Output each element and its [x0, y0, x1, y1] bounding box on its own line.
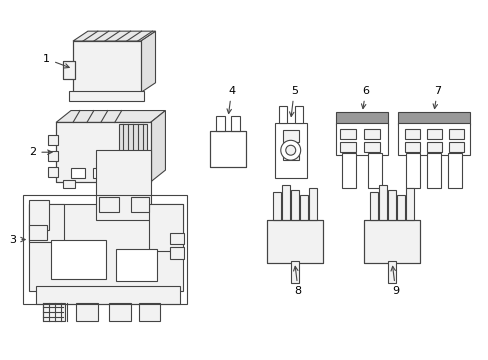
Bar [23, 195, 187, 304]
Polygon shape [141, 31, 155, 93]
Bar [99, 197, 119, 212]
Bar [364, 220, 419, 264]
Bar [76, 303, 98, 321]
Bar [336, 112, 387, 125]
Bar [216, 116, 224, 131]
Bar [51, 239, 105, 279]
Bar [170, 247, 184, 260]
Bar [93, 168, 106, 178]
Bar [69, 91, 143, 100]
Bar [364, 129, 380, 139]
Bar [290, 261, 298, 283]
Bar [340, 142, 356, 152]
Bar [397, 112, 469, 125]
Bar [369, 192, 377, 220]
Bar [379, 185, 386, 220]
Bar [48, 151, 58, 161]
Bar [116, 249, 157, 281]
Bar [448, 142, 463, 152]
Bar [426, 129, 441, 139]
Bar [73, 41, 141, 93]
Bar [426, 142, 441, 152]
Bar [130, 197, 148, 212]
Bar [364, 142, 380, 152]
Bar [290, 190, 298, 220]
Bar [170, 233, 184, 244]
Bar [210, 131, 245, 167]
Text: 1: 1 [43, 54, 69, 68]
Bar [63, 61, 75, 79]
Bar [231, 116, 240, 131]
Bar [96, 150, 150, 220]
Text: 4: 4 [226, 86, 235, 113]
Bar [119, 125, 146, 180]
Bar [308, 188, 316, 220]
Bar [336, 123, 387, 155]
Bar [63, 61, 75, 79]
Bar [29, 204, 64, 242]
Bar [148, 204, 183, 251]
Polygon shape [56, 111, 165, 122]
Text: 2: 2 [29, 147, 52, 157]
Bar [48, 135, 58, 145]
Bar [387, 190, 395, 220]
Text: 3: 3 [9, 234, 25, 244]
Bar [43, 303, 65, 321]
Polygon shape [150, 111, 165, 182]
Bar [364, 220, 419, 264]
Circle shape [280, 140, 300, 160]
Text: 6: 6 [361, 86, 368, 109]
Bar [405, 153, 419, 188]
Text: 5: 5 [289, 86, 297, 117]
Circle shape [285, 145, 295, 155]
Bar [29, 225, 47, 239]
Bar [447, 153, 461, 188]
Bar [266, 220, 322, 264]
Bar [448, 129, 463, 139]
Bar [426, 153, 440, 188]
Bar [281, 185, 289, 220]
Text: 9: 9 [390, 266, 399, 296]
Bar [274, 123, 306, 178]
Bar [73, 41, 141, 93]
Bar [266, 220, 322, 264]
Bar [397, 123, 469, 155]
Bar [299, 195, 307, 220]
Bar [367, 153, 382, 188]
Bar [130, 180, 142, 188]
Bar [405, 188, 413, 220]
Bar [63, 180, 75, 188]
Bar [29, 200, 49, 230]
Bar [404, 129, 419, 139]
Polygon shape [73, 31, 155, 41]
Bar [29, 204, 183, 291]
Bar [278, 105, 286, 123]
Bar [396, 195, 404, 220]
Bar [294, 105, 302, 123]
Bar [71, 168, 85, 178]
Bar [108, 303, 130, 321]
Text: 7: 7 [432, 86, 440, 109]
Bar [404, 142, 419, 152]
Bar [272, 192, 280, 220]
Bar [138, 303, 160, 321]
Bar [210, 131, 245, 167]
Bar [36, 286, 180, 304]
Bar [56, 122, 150, 182]
Bar [342, 153, 356, 188]
Text: 8: 8 [293, 266, 301, 296]
Bar [282, 130, 298, 142]
Bar [48, 167, 58, 177]
Bar [282, 148, 298, 160]
Bar [340, 129, 356, 139]
Bar [387, 261, 395, 283]
Bar [56, 122, 150, 182]
